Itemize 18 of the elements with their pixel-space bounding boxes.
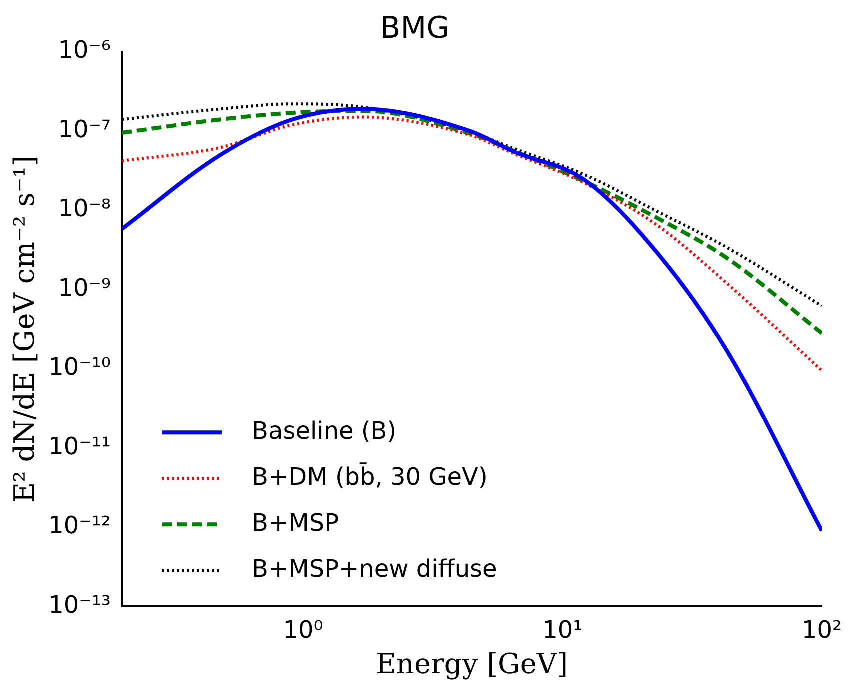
x-tick-label: 10²	[802, 616, 842, 644]
y-tick-label: 10⁻¹¹	[48, 432, 112, 460]
y-tick-label: 10⁻¹³	[48, 590, 112, 619]
y-tick-label: 10⁻⁶	[58, 36, 112, 64]
x-tick-label: 10¹	[542, 616, 583, 644]
x-tick-label: 10⁰	[283, 616, 324, 644]
legend-label: B+MSP+new diffuse	[252, 554, 498, 583]
legend-label: B+MSP	[252, 508, 340, 537]
legend-label: B+DM (bb̄, 30 GeV)	[252, 462, 488, 491]
y-axis-title: E² dN/dE [GeV cm⁻² s⁻¹]	[8, 156, 42, 503]
y-tick-label: 10⁻¹⁰	[48, 353, 112, 382]
y-tick-label: 10⁻⁹	[58, 274, 112, 302]
chart-title: BMG	[380, 10, 450, 46]
x-axis-title: Energy [GeV]	[376, 647, 568, 680]
y-tick-label: 10⁻¹²	[48, 512, 112, 540]
legend-label: Baseline (B)	[252, 416, 397, 445]
y-tick-label: 10⁻⁸	[58, 194, 112, 223]
y-tick-label: 10⁻⁷	[58, 115, 112, 144]
